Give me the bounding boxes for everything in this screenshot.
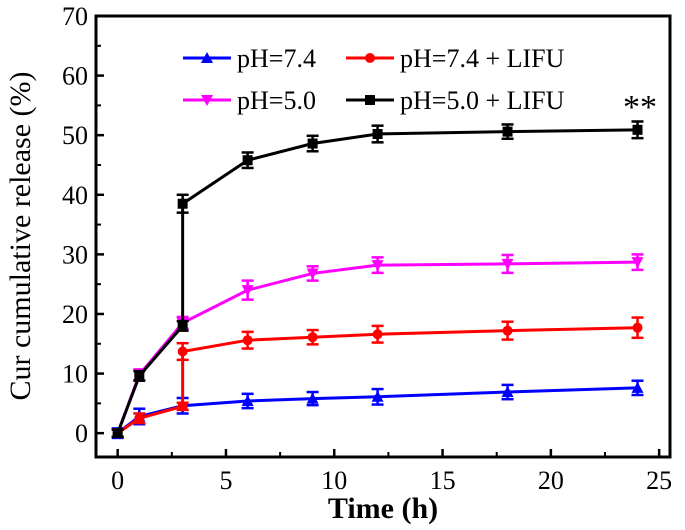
y-tick-label: 70 — [62, 2, 88, 31]
data-point — [177, 198, 188, 209]
legend: pH=7.4 pH=7.4 + LIFU pH=5.0 pH=5.0 + LIFU — [183, 44, 565, 115]
data-point — [241, 394, 254, 406]
legend-marker — [201, 95, 213, 106]
y-tick-label: 10 — [62, 360, 88, 389]
data-point — [242, 335, 253, 346]
plot-marks — [111, 120, 644, 440]
data-point — [307, 138, 318, 149]
data-point — [112, 428, 123, 439]
data-point — [241, 285, 254, 297]
legend-marker — [365, 53, 375, 63]
x-axis-label: Time (h) — [328, 492, 438, 525]
legend-item: pH=7.4 + LIFU — [346, 44, 565, 73]
x-tick-label: 10 — [321, 466, 347, 495]
series-1 — [111, 316, 644, 439]
series-line — [116, 128, 638, 434]
series-line — [116, 260, 638, 434]
legend-marker — [365, 95, 375, 105]
legend-label: pH=7.4 — [237, 44, 316, 73]
y-tick-label: 40 — [62, 181, 88, 210]
legend-label: pH=7.4 + LIFU — [400, 44, 565, 73]
data-point — [134, 413, 145, 424]
x-tick-label: 20 — [538, 466, 564, 495]
data-point — [306, 392, 319, 404]
data-point — [632, 124, 643, 135]
significance-annotation: ** — [623, 89, 657, 126]
data-point — [502, 126, 513, 137]
legend-item: pH=5.0 + LIFU — [346, 86, 565, 115]
x-tick-label: 5 — [219, 466, 232, 495]
data-point — [307, 332, 318, 343]
plot-frame — [94, 14, 672, 459]
data-point — [372, 128, 383, 139]
data-point — [177, 346, 188, 357]
data-point — [372, 329, 383, 340]
data-point — [134, 370, 145, 381]
y-tick-label: 30 — [62, 240, 88, 269]
data-point — [501, 258, 514, 270]
data-point — [632, 322, 643, 333]
series-line — [116, 386, 638, 435]
data-point — [242, 155, 253, 166]
data-point — [306, 268, 319, 280]
data-point — [502, 325, 513, 336]
data-point — [371, 390, 384, 402]
x-tick-label: 25 — [646, 466, 672, 495]
y-tick-label: 50 — [62, 121, 88, 150]
series-3 — [111, 120, 644, 439]
legend-item: pH=7.4 — [183, 44, 316, 73]
data-point — [177, 401, 188, 412]
data-point — [177, 320, 188, 331]
data-point — [631, 381, 644, 393]
y-axis-label: Cur cumulative release (%) — [4, 71, 37, 400]
x-tick-label: 15 — [430, 466, 456, 495]
series-0 — [111, 379, 644, 440]
legend-label: pH=5.0 — [237, 86, 316, 115]
data-point — [371, 260, 384, 272]
y-tick-label: 20 — [62, 300, 88, 329]
x-tick-label: 0 — [111, 466, 124, 495]
y-tick-label: 0 — [75, 419, 88, 448]
data-point — [501, 386, 514, 398]
legend-item: pH=5.0 — [183, 86, 316, 115]
series-2 — [111, 253, 644, 440]
legend-label: pH=5.0 + LIFU — [400, 86, 565, 115]
y-tick-label: 60 — [62, 62, 88, 91]
data-point — [631, 257, 644, 269]
axis-ticks: 0 5 10 15 20 25 0 10 20 30 40 50 60 70 — [62, 2, 672, 495]
legend-marker — [201, 52, 213, 63]
